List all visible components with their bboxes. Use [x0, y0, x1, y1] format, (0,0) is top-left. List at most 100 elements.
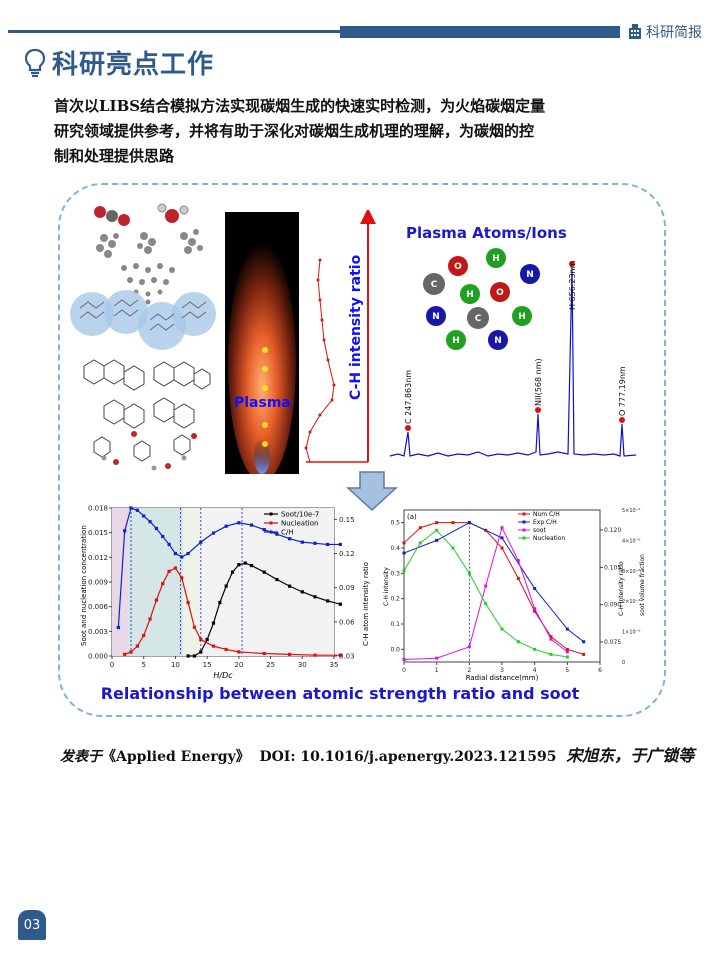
- data-point: [275, 532, 279, 536]
- plasma-spectrum: Plasma Atoms/Ions O H C H O N N C H H N …: [389, 224, 637, 457]
- data-point: [211, 531, 216, 535]
- ch-axis-label: C-H intensity ratio: [348, 254, 364, 400]
- data-point: [313, 595, 317, 599]
- x-tick-label: 30: [298, 661, 307, 669]
- data-point: [154, 598, 158, 602]
- data-point: [402, 551, 406, 555]
- atom-label: H: [466, 290, 474, 300]
- data-point: [129, 650, 133, 654]
- flask-icon: [629, 24, 641, 39]
- pub-prefix: 发表于: [60, 749, 102, 765]
- ch-intensity-profile: C-H intensity ratio: [304, 210, 376, 463]
- data-point: [313, 541, 317, 545]
- section-heading: 科研亮点工作: [24, 44, 214, 81]
- header-brand: 科研简报: [628, 22, 702, 42]
- data-point: [484, 584, 488, 588]
- y2-tick-label: 0.105: [604, 564, 621, 571]
- data-point: [565, 655, 569, 659]
- data-point: [549, 637, 553, 641]
- peak-marker: [405, 425, 411, 431]
- doi[interactable]: DOI: 10.1016/j.apenergy.2023.121595: [259, 749, 557, 765]
- down-arrow-icon: [346, 471, 398, 512]
- soot-ch-vs-height-chart: 0 5 10 15 20 25 30 35 0.000 0.003 0.006 0.009 0.012 0…: [80, 505, 370, 681]
- y-axis-label: C-H intensity: [383, 567, 390, 606]
- peak-label: H 656.23nm: [568, 260, 577, 310]
- data-point: [116, 625, 120, 630]
- header-brand-text: 科研简报: [646, 25, 702, 41]
- data-point: [262, 651, 266, 656]
- y-tick-label: 0.5: [390, 520, 400, 527]
- legend-label: Exp C/H: [533, 519, 557, 526]
- soot-formation-illustration: [70, 203, 216, 471]
- measurement-points: [262, 347, 268, 447]
- legend-marker: [269, 512, 273, 516]
- legend-marker: [522, 536, 526, 540]
- data-point: [230, 570, 235, 574]
- legend-marker: [269, 521, 273, 525]
- data-point: [243, 561, 247, 565]
- atom-label: N: [432, 312, 440, 322]
- x-tick-label: 25: [266, 661, 275, 669]
- spectrum-line: [389, 267, 637, 457]
- x-tick-label: 35: [330, 661, 339, 669]
- atom-label: O: [454, 262, 462, 272]
- header-bar: [340, 26, 620, 38]
- data-point: [435, 656, 439, 660]
- region-shade: [201, 508, 334, 656]
- y3-tick-label: 2×10⁻⁶: [622, 599, 640, 605]
- atom-cluster: O H C H O N N C H H N: [423, 248, 540, 350]
- panel-label: (a): [407, 513, 417, 521]
- y3-axis-label: soot volume fraction: [639, 554, 646, 616]
- peak-label: C 247.863nm: [404, 370, 413, 424]
- data-point: [549, 635, 553, 639]
- data-point: [516, 559, 520, 563]
- x-tick-label: 0: [402, 667, 406, 674]
- y2-axis-label: C-H atom intensity ratio: [362, 562, 370, 646]
- data-point: [237, 650, 241, 654]
- data-point: [300, 590, 304, 594]
- x-tick-label: 4: [533, 667, 537, 674]
- data-point: [173, 566, 178, 570]
- data-point: [249, 563, 254, 568]
- atom-label: C: [475, 314, 482, 324]
- summary-line: 研究领域提供参考，并将有助于深化对碳烟生成机理的理解，为碳烟的控: [54, 122, 535, 140]
- data-point: [435, 538, 439, 542]
- legend-label: soot: [533, 527, 546, 534]
- data-point: [533, 607, 537, 611]
- y-axis-label: Soot and nucleation concentration: [80, 525, 88, 646]
- series-line: [403, 522, 584, 655]
- y-tick-label: 0.2: [390, 596, 400, 603]
- x-tick-label: 15: [203, 661, 212, 669]
- y-tick-label: 0.003: [88, 628, 108, 636]
- data-point: [180, 555, 184, 559]
- data-point: [565, 647, 569, 651]
- peak-marker: [535, 407, 541, 413]
- peak-marker: [569, 261, 575, 267]
- y2-tick-label: 0.120: [604, 527, 621, 534]
- data-point: [192, 654, 197, 658]
- y2-tick-label: 0.090: [604, 602, 621, 609]
- y2-tick-label: 0.09: [339, 584, 355, 592]
- y-tick-label: 0.009: [88, 579, 108, 587]
- data-point: [533, 587, 537, 591]
- atom-label: H: [452, 336, 460, 346]
- atom-label: N: [494, 336, 502, 346]
- x-tick-label: 2: [467, 667, 471, 674]
- data-point: [123, 529, 127, 533]
- co2-molecule-icon: [94, 206, 130, 226]
- data-point: [135, 644, 139, 648]
- data-point: [338, 602, 342, 606]
- data-point: [154, 526, 158, 531]
- y2-axis-label: C-H intensity ratio: [618, 561, 625, 616]
- y-tick-label: 0.015: [88, 529, 108, 537]
- legend-label: Nucleation: [533, 535, 565, 542]
- y-tick-label: 0.018: [88, 505, 108, 513]
- plasma-label: Plasma: [234, 395, 291, 411]
- data-point: [224, 524, 228, 528]
- legend-marker: [522, 520, 526, 524]
- summary-line: 制和处理提供思路: [54, 147, 175, 165]
- region-shade: [128, 508, 183, 656]
- data-point: [549, 652, 553, 656]
- data-point: [402, 541, 406, 545]
- data-point: [161, 534, 165, 539]
